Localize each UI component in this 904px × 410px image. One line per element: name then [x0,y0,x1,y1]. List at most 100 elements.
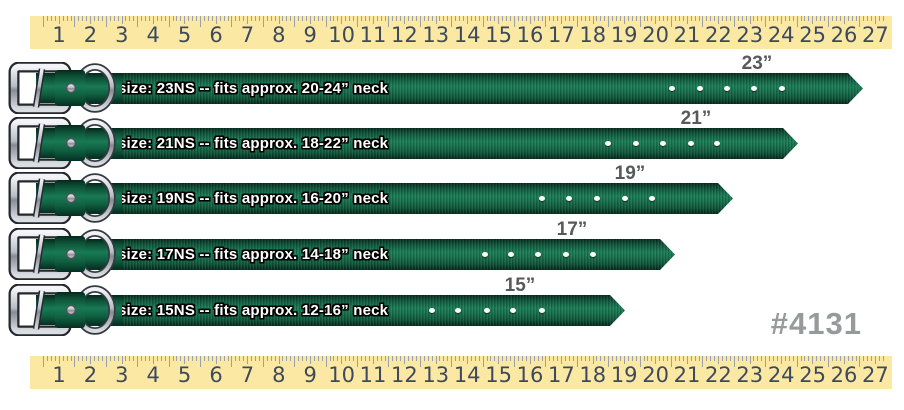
ruler-number-2: 2 [83,23,98,47]
ruler-tick [400,356,402,361]
ruler-tick [749,356,751,364]
ruler-tick [737,356,739,361]
ruler-tick [360,16,362,21]
ruler-tick [627,16,629,21]
ruler-tick [435,356,437,364]
ruler-tick [741,16,743,21]
ruler-tick [302,16,304,21]
ruler-tick [510,16,512,21]
collar-hole [697,86,703,91]
ruler-tick [90,356,92,364]
ruler-tick [867,356,869,361]
ruler-tick [349,356,351,361]
ruler-tick [745,16,747,21]
ruler-tick [698,356,700,361]
ruler-tick [843,356,845,364]
ruler-tick [137,356,139,367]
buckle-icon [8,228,122,280]
collar-strap: size: 19NS -- fits approx. 16-20” neck [58,183,733,214]
collar-19ns: size: 19NS -- fits approx. 16-20” neck 19… [0,164,904,226]
ruler-tick [290,16,292,21]
ruler-tick [835,356,837,361]
ruler-tick [70,16,72,21]
ruler-tick [431,16,433,21]
ruler-tick [686,356,688,364]
ruler-tick [623,356,625,364]
ruler-tick [74,16,76,27]
ruler-number-14: 14 [453,363,481,387]
ruler-tick [804,356,806,361]
ruler-tick [655,16,657,24]
ruler-tick [188,16,190,21]
ruler-tick [243,16,245,21]
ruler-number-8: 8 [272,23,286,47]
ruler-tick [82,16,84,21]
ruler-tick [129,356,131,361]
ruler-tick [541,356,543,361]
ruler-tick [455,356,457,361]
ruler-top: 1 2 3 4 5 6 7 8 9 10 11 12 13 14 15 16 17 18 19 20 21 22 23 24 2… [30,16,892,49]
ruler-tick [341,16,343,24]
ruler-tick [490,356,492,361]
ruler-tick [46,16,48,21]
ruler-tick [839,356,841,361]
ruler-tick [46,356,48,361]
ruler-number-20: 20 [642,363,669,387]
ruler-tick [404,356,406,364]
ruler-tick [647,356,649,361]
ruler-tick [694,356,696,361]
ruler-tick [82,356,84,361]
ruler-number-6: 6 [209,363,223,387]
ruler-tick [302,356,304,361]
ruler-tick [698,16,700,21]
ruler-tick [678,16,680,21]
collar-hole [605,141,611,146]
ruler-tick [710,16,712,21]
ruler-tick [321,16,323,21]
ruler-tick [133,356,135,361]
ruler-tick [651,16,653,21]
ruler-tick [612,16,614,21]
ruler-tick [290,356,292,361]
ruler-tick [812,16,814,24]
ruler-tick [659,356,661,361]
collar-size-text: size: 19NS -- fits approx. 16-20” neck [118,189,389,207]
ruler-tick [247,356,249,364]
ruler-tick [541,16,543,21]
ruler-tick [333,16,335,21]
ruler-tick [674,16,676,21]
ruler-number-17: 17 [548,363,575,387]
ruler-tick [325,356,327,367]
ruler-tick [749,16,751,24]
ruler-tick [580,356,582,361]
collar-21ns: size: 21NS -- fits approx. 18-22” neck 21… [0,109,904,171]
ruler-number-22: 22 [705,23,732,47]
ruler-tick [94,16,95,21]
ruler-tick [78,356,80,361]
collar-size-text: size: 21NS -- fits approx. 18-22” neck [118,134,389,152]
ruler-number-3: 3 [115,363,129,387]
ruler-tick [761,356,763,361]
ruler-tick [733,16,735,27]
ruler-tick [345,16,347,21]
ruler-tick [392,356,394,361]
ruler-tick [184,16,186,24]
ruler-tick [796,356,798,367]
ruler-tick [839,16,841,21]
ruler-tick [447,16,449,21]
ruler-tick [470,16,472,21]
ruler-tick [671,356,672,367]
collar-23ns: size: 23NS -- fits approx. 20-24” neck 23… [0,54,904,116]
ruler-tick [725,16,727,21]
ruler-tick [274,16,276,21]
ruler-number-10: 10 [328,363,355,387]
ruler-tick [231,16,233,27]
ruler-tick [600,356,602,361]
ruler-tick [215,356,217,364]
ruler-tick [360,356,362,361]
ruler-tick [667,16,669,21]
ruler-tick [608,356,610,367]
ruler-tick [251,356,252,361]
ruler-tick [800,16,802,21]
collar-17ns: size: 17NS -- fits approx. 14-18” neck 17… [0,220,904,282]
